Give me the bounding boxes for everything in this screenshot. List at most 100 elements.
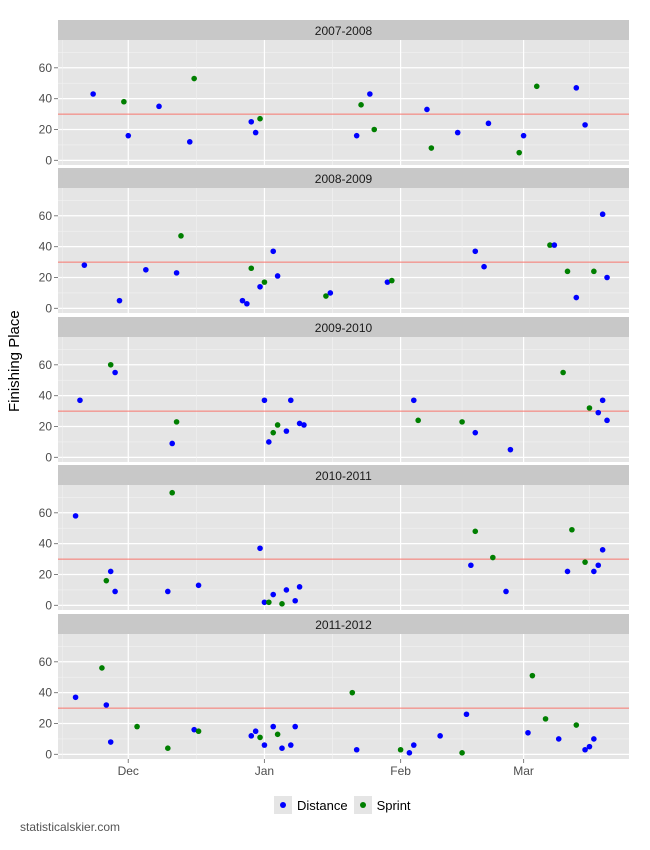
- data-point-sprint: [257, 734, 263, 741]
- data-point-distance: [191, 726, 197, 733]
- data-point-sprint: [257, 115, 263, 122]
- y-axis-label: Finishing Place: [6, 310, 23, 412]
- data-point-distance: [582, 122, 588, 128]
- data-point-sprint: [248, 265, 255, 272]
- data-point-sprint: [547, 242, 553, 248]
- y-tick-label: 40: [39, 240, 53, 254]
- y-tick-label: 60: [39, 209, 53, 223]
- y-tick-label: 60: [39, 655, 53, 669]
- data-point-distance: [384, 279, 391, 285]
- legend-dot-distance: [280, 802, 286, 808]
- data-point-distance: [485, 120, 492, 127]
- data-point-sprint: [564, 268, 571, 275]
- data-point-sprint: [542, 716, 549, 722]
- y-tick-label: 0: [45, 301, 52, 315]
- facet-strip: [58, 20, 629, 40]
- facet-panel: 2011-2012 0 20 40 60 Dec Jan Feb Mar: [39, 614, 629, 778]
- data-point-distance: [143, 266, 149, 273]
- data-point-distance: [454, 129, 461, 136]
- data-point-sprint: [173, 419, 180, 425]
- data-point-distance: [283, 587, 290, 593]
- data-point-distance: [90, 91, 96, 97]
- data-point-distance: [165, 588, 171, 595]
- data-point-distance: [591, 568, 597, 575]
- data-point-sprint: [103, 577, 110, 584]
- data-point-distance: [107, 739, 114, 745]
- data-point-distance: [406, 750, 413, 756]
- data-point-sprint: [397, 746, 404, 753]
- y-tick-label: 20: [39, 420, 53, 434]
- data-point-distance: [248, 733, 255, 739]
- data-point-distance: [261, 397, 268, 404]
- data-point-distance: [261, 599, 268, 606]
- data-point-distance: [555, 736, 562, 742]
- data-point-sprint: [582, 559, 588, 565]
- facet-title: 2008-2009: [315, 172, 373, 186]
- data-point-distance: [573, 294, 580, 301]
- data-point-distance: [551, 242, 558, 248]
- data-point-sprint: [569, 526, 575, 533]
- data-point-distance: [244, 300, 250, 307]
- data-point-sprint: [279, 601, 285, 607]
- facet-panel: 2007-2008 0 20 40 60: [39, 20, 629, 167]
- data-point-distance: [195, 582, 202, 589]
- data-point-distance: [437, 733, 443, 739]
- data-point-distance: [573, 85, 580, 91]
- data-point-distance: [116, 297, 123, 304]
- facet-title: 2009-2010: [315, 321, 373, 335]
- x-tick-label: Dec: [118, 764, 139, 778]
- data-point-distance: [353, 132, 360, 139]
- data-point-distance: [472, 248, 479, 255]
- data-point-sprint: [591, 268, 597, 275]
- data-point-distance: [261, 742, 268, 748]
- data-point-distance: [270, 248, 277, 255]
- data-point-distance: [292, 597, 298, 604]
- legend-key-distance: [274, 796, 292, 814]
- data-point-distance: [156, 103, 162, 110]
- y-tick-label: 40: [39, 92, 53, 106]
- y-tick-label: 40: [39, 389, 53, 403]
- legend-label-sprint: Sprint: [376, 797, 411, 813]
- data-point-distance: [564, 568, 571, 575]
- data-point-sprint: [389, 277, 395, 284]
- data-point-distance: [472, 429, 479, 436]
- plot-background: [58, 634, 629, 759]
- data-point-distance: [367, 91, 373, 97]
- data-point-distance: [239, 297, 246, 304]
- data-point-sprint: [459, 750, 465, 756]
- data-point-distance: [112, 369, 118, 376]
- data-point-distance: [586, 743, 593, 750]
- data-point-distance: [410, 397, 417, 404]
- y-tick-label: 0: [45, 598, 52, 612]
- data-point-distance: [72, 513, 79, 519]
- data-point-distance: [599, 547, 606, 553]
- data-point-distance: [520, 132, 527, 139]
- data-point-distance: [353, 746, 360, 753]
- facet-panel: 2010-2011 0 20 40 60: [39, 465, 629, 612]
- data-point-distance: [296, 584, 303, 590]
- data-point-sprint: [274, 422, 281, 428]
- plot-background: [58, 40, 629, 165]
- x-tick-label: Mar: [513, 764, 534, 778]
- data-point-sprint: [349, 689, 356, 696]
- facet-panel: 2009-2010 0 20 40 60: [39, 317, 629, 464]
- data-point-sprint: [191, 75, 197, 82]
- data-point-sprint: [107, 361, 114, 368]
- data-point-distance: [595, 409, 602, 416]
- x-tick-label: Feb: [390, 764, 411, 778]
- site-credit: statisticalskier.com: [20, 820, 121, 834]
- data-point-sprint: [472, 528, 479, 535]
- data-point-distance: [257, 545, 263, 552]
- data-point-distance: [463, 711, 470, 718]
- data-point-distance: [296, 420, 303, 427]
- data-point-sprint: [266, 599, 272, 606]
- y-tick-label: 20: [39, 568, 53, 582]
- data-point-distance: [481, 263, 487, 270]
- y-tick-label: 60: [39, 61, 53, 75]
- data-point-distance: [77, 397, 83, 404]
- data-point-distance: [248, 118, 255, 125]
- data-point-distance: [525, 729, 531, 736]
- y-tick-label: 20: [39, 123, 53, 137]
- plot-background: [58, 485, 629, 610]
